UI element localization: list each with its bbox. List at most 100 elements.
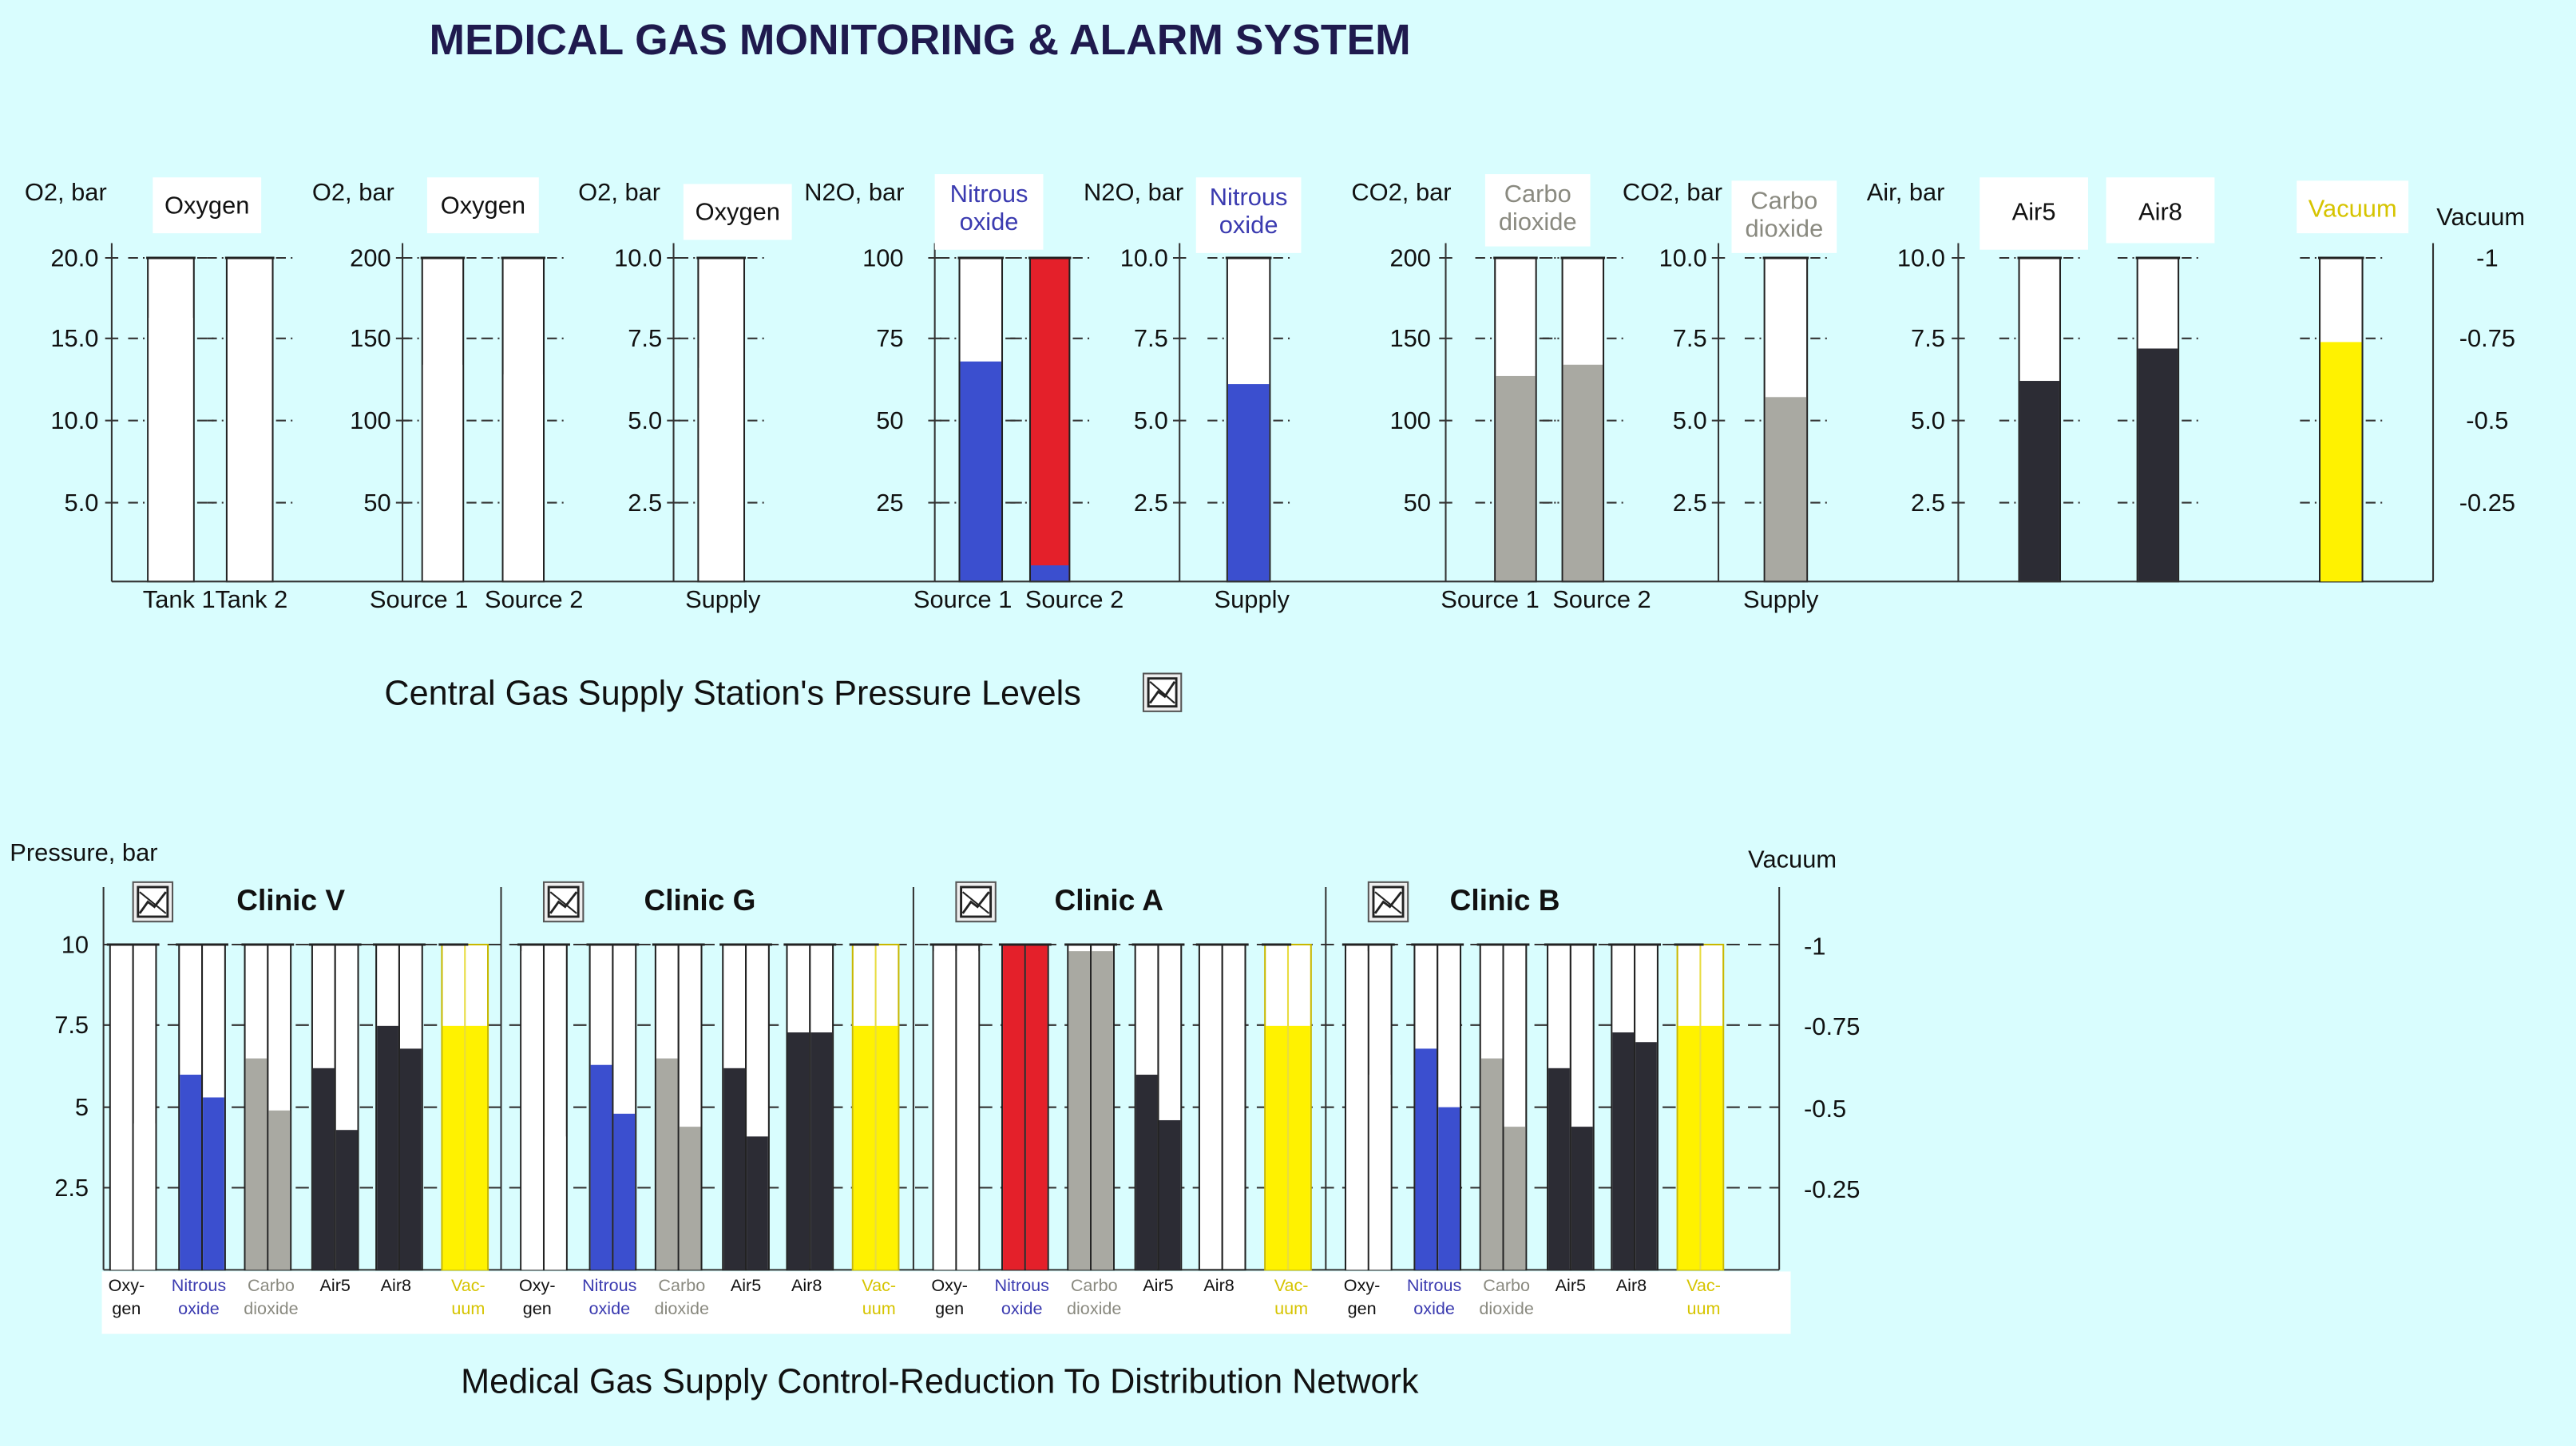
clinic-clinic-a: Clinic A Oxy-gen Nitrous oxide Carbo dioxide A…: [929, 881, 1312, 1318]
gas-name-line-2: dioxide: [1499, 208, 1577, 236]
oxygen-bar-fill: [521, 951, 543, 1270]
tick-label: 200: [350, 244, 390, 271]
gas-label: Air5: [1143, 1275, 1173, 1295]
air5-bar-fill: [723, 1068, 746, 1270]
clinic-panel: Pressure, bar Vacuum 10 -1 7.5 -0.75 5 -0.5 2.5 -…: [10, 838, 1860, 1334]
nitrous_oxide-bar-fill: [590, 1064, 612, 1270]
icon-line: [1373, 891, 1403, 914]
gas-label: gen: [935, 1298, 964, 1318]
tick-label: 200: [1389, 244, 1431, 271]
vacuum-tick-label: -0.25: [1804, 1175, 1860, 1203]
gas-label: Oxy-: [1344, 1275, 1381, 1295]
gas-name-line-1: Carbo: [1504, 180, 1571, 208]
tick-label: 2.5: [1673, 489, 1707, 517]
bar-label: Supply: [1215, 585, 1290, 613]
gas-name: Oxygen: [441, 191, 525, 219]
gas-name-box: [683, 184, 792, 240]
axis-label: CO2, bar: [1351, 178, 1451, 206]
oxygen-bar-fill: [133, 1123, 156, 1270]
gas-label: Air5: [731, 1275, 761, 1295]
gas-name: Oxygen: [696, 198, 780, 226]
clinic-section-title: Medical Gas Supply Control-Reduction To …: [461, 1363, 1419, 1401]
air8-bar-fill: [787, 1032, 810, 1270]
gas-name-box: [1731, 180, 1837, 253]
icon-line: [139, 891, 167, 914]
clinic-name: Clinic B: [1450, 883, 1560, 917]
oxygen-bar-fill: [1346, 951, 1368, 1270]
nitrous_oxide-bar-fill: [1438, 1107, 1460, 1270]
central-section-title: Central Gas Supply Station's Pressure Le…: [384, 675, 1080, 713]
gas-label: Oxy-: [109, 1275, 145, 1295]
chart-icon[interactable]: [542, 881, 585, 923]
air8-bar-fill: [810, 1032, 833, 1270]
gas-label: Nitrous: [1407, 1275, 1462, 1295]
gas-label: Air8: [791, 1275, 822, 1295]
gas-label: Air5: [320, 1275, 351, 1295]
axis-label: O2, bar: [312, 178, 394, 206]
gas-name-box: [934, 174, 1044, 250]
bar-label: Source 1: [1441, 585, 1540, 613]
bar-fill: [2320, 342, 2362, 582]
bar-label: Supply: [1743, 585, 1819, 613]
air5-bar-fill: [1135, 1074, 1158, 1270]
chart-icon[interactable]: [1367, 881, 1409, 923]
tick-label: 2.5: [1911, 489, 1945, 517]
nitrous_oxide-bar-fill: [613, 1113, 636, 1270]
gas-label: dioxide: [655, 1298, 709, 1318]
central-supply-panel: O2, bar 20.0 15.0 10.0 5.0 Tank 1 Tank 2 Oxygen…: [25, 174, 2525, 613]
gas-label: Carbo: [248, 1275, 295, 1295]
tick-label: 75: [876, 324, 903, 352]
vacuum-tick-label: -0.75: [1804, 1012, 1860, 1040]
clinic-clinic-v: Clinic V Oxy-gen Nitrous oxide Carbo dioxide A…: [106, 881, 489, 1318]
gas-name: Oxygen: [164, 191, 249, 219]
gas-label: Carbo: [658, 1275, 705, 1295]
gas-label: Air8: [1203, 1275, 1234, 1295]
chart-icon[interactable]: [132, 881, 174, 923]
tick-label: -0.5: [2466, 406, 2508, 434]
tick-label: 25: [876, 489, 903, 517]
tick-label: 100: [350, 406, 390, 434]
gas-label: oxide: [1001, 1298, 1043, 1318]
icon-line: [549, 891, 577, 914]
nitrous_oxide-bar-fill: [1025, 945, 1048, 1270]
air8-bar-tube: [1198, 943, 1223, 1271]
gas-label: gen: [523, 1298, 552, 1318]
vacuum-tick-label: -0.5: [1804, 1095, 1846, 1123]
clinic-name: Clinic V: [236, 883, 345, 917]
tick-label: 7.5: [628, 324, 662, 352]
central-group-6: CO2, bar 200 150 100 50 Source 1 Source 2 Carbo…: [1351, 174, 1719, 613]
alarm-tube: [1028, 256, 1071, 583]
tick-label: 5.0: [628, 406, 662, 434]
tick-label: 2.5: [1134, 489, 1168, 517]
tick-label: -0.75: [2459, 324, 2515, 352]
carbon_dioxide-bar-fill: [1092, 951, 1113, 1270]
tick-label: 50: [363, 489, 390, 517]
central-group-9: Vacuum -1 -0.75 -0.5 -0.25 Vacuum: [2297, 180, 2525, 583]
tick-label: 100: [1389, 406, 1431, 434]
vacuum-tick-label: -1: [1804, 932, 1825, 960]
tick-label: 10.0: [1120, 244, 1168, 271]
gas-label: uum: [1687, 1298, 1721, 1318]
carbon_dioxide-bar-fill: [245, 1058, 268, 1270]
bar-label: Source 2: [485, 585, 584, 613]
central-chart-icon[interactable]: [1142, 672, 1183, 712]
axis-label: O2, bar: [25, 178, 107, 206]
tick-label: 10.0: [1659, 244, 1707, 271]
tick-label: 10.0: [50, 406, 98, 434]
gas-label: Nitrous: [994, 1275, 1049, 1295]
gas-label: Air5: [1556, 1275, 1586, 1295]
central-group-8: Air, bar 10.0 7.5 5.0 2.5 Air5 Air8: [1867, 177, 2434, 583]
chart-icon[interactable]: [955, 881, 997, 923]
tick-label: -1: [2476, 244, 2498, 271]
carbon_dioxide-bar-fill: [679, 1127, 701, 1270]
bar-fill: [149, 317, 193, 582]
bar-fill: [960, 361, 1001, 582]
gas-label: Vac-: [862, 1275, 896, 1295]
tick-label: 10.0: [1897, 244, 1945, 271]
carbon_dioxide-bar-fill: [1480, 1058, 1503, 1270]
gas-label: oxide: [178, 1298, 220, 1318]
tick-label: 50: [1404, 489, 1431, 517]
